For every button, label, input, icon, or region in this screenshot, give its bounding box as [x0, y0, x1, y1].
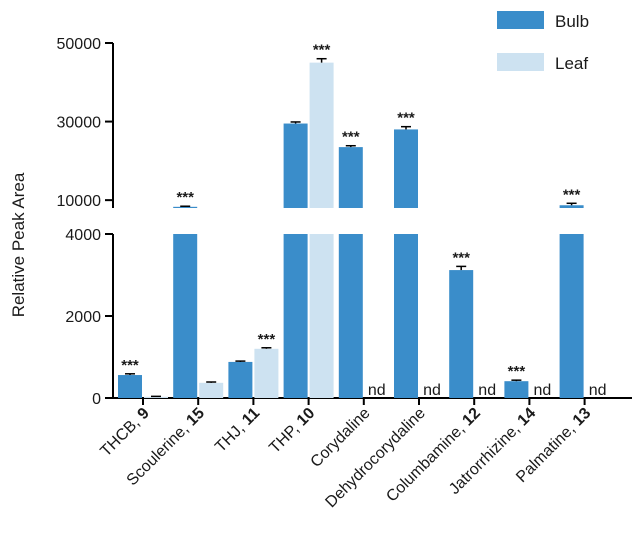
nd-label-7: nd: [534, 382, 552, 399]
x-tick-label-6: Columbamine, 12: [383, 405, 484, 506]
y-tick-label-lower-2: 0: [92, 391, 101, 408]
bar-bulb-1: [173, 206, 198, 208]
x-tick-label-3: THP, 10: [266, 405, 318, 457]
legend-swatch-leaf: [497, 53, 544, 71]
y-axis-label: Relative Peak Area: [9, 172, 28, 317]
significance-bulb-5: ***: [397, 110, 415, 127]
legend: Bulb Leaf: [497, 11, 589, 73]
legend-label-bulb: Bulb: [555, 12, 589, 31]
y-tick-label-upper-2: 10000: [57, 193, 102, 210]
bar-bulb-5-lower: [394, 234, 418, 398]
bar-bulb-8-lower: [559, 234, 584, 398]
bar-leaf-1: [199, 382, 224, 398]
nd-label-8: nd: [589, 382, 607, 399]
bar-leaf-3: [309, 62, 334, 209]
bar-bulb-0: [118, 375, 142, 398]
y-tick-label-upper-0: 50000: [57, 36, 102, 53]
bar-leaf-2: [254, 348, 279, 398]
y-tick-label-upper-1: 30000: [57, 115, 102, 132]
significance-bulb-0: ***: [121, 357, 139, 374]
y-tick-label-lower-1: 2000: [65, 309, 101, 326]
x-tick-label-5: Dehydrocorydaline: [322, 405, 428, 511]
bar-leaf-3-lower: [309, 234, 334, 398]
bar-bulb-1-lower: [173, 234, 198, 398]
x-tick-label-2: THJ, 11: [212, 405, 263, 456]
significance-leaf-3: ***: [313, 42, 331, 59]
bar-leaf-0: [144, 396, 168, 398]
bar-bulb-5: [394, 129, 418, 208]
y-tick-label-lower-0: 4000: [65, 227, 101, 244]
bar-bulb-2: [228, 361, 253, 398]
significance-leaf-2: ***: [258, 331, 276, 348]
significance-bulb-7: ***: [508, 363, 526, 380]
bar-bulb-3: [283, 123, 308, 208]
nd-label-5: nd: [423, 382, 441, 399]
legend-label-leaf: Leaf: [555, 54, 588, 73]
legend-swatch-bulb: [497, 11, 544, 29]
significance-bulb-4: ***: [342, 129, 360, 146]
nd-label-4: nd: [368, 382, 386, 399]
bar-bulb-6: [449, 270, 474, 398]
significance-bulb-1: ***: [176, 189, 194, 206]
significance-bulb-8: ***: [563, 186, 581, 203]
bar-bulb-7: [504, 381, 529, 398]
significance-bulb-6: ***: [452, 249, 470, 266]
bar-bulb-8: [559, 205, 584, 208]
bar-bulb-3-lower: [283, 234, 308, 398]
bar-bulb-4-lower: [338, 234, 363, 398]
x-tick-label-0: THCB, 9: [97, 405, 152, 460]
nd-label-6: nd: [478, 382, 496, 399]
bar-bulb-4: [338, 147, 363, 208]
